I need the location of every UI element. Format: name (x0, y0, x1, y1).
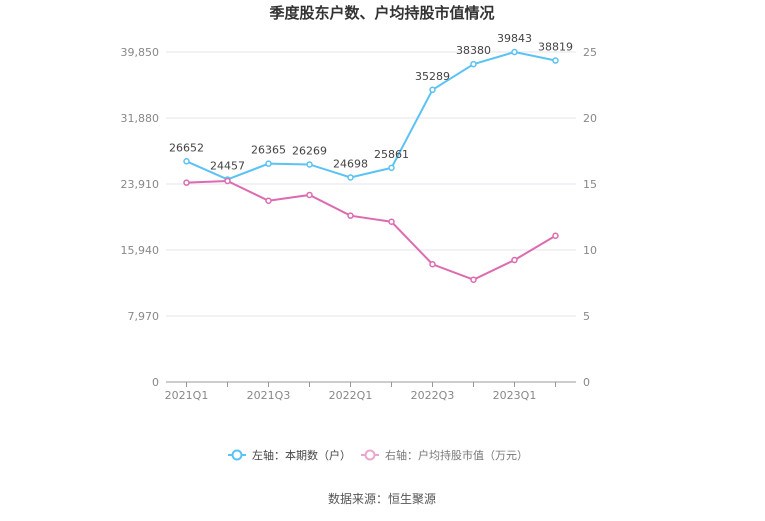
data-point (552, 57, 559, 64)
data-label: 38819 (538, 41, 573, 54)
legend-label-right: 右轴：户均持股市值（万元） (385, 448, 528, 462)
right-axis-tick-label: 0 (583, 376, 590, 389)
data-label: 24698 (333, 157, 368, 170)
left-axis-tick-label: 0 (152, 376, 159, 389)
left-axis-tick-label: 15,940 (121, 244, 160, 257)
right-axis-tick-label: 5 (583, 310, 590, 323)
data-label: 39843 (497, 32, 532, 45)
left-axis-tick-label: 39,850 (121, 46, 160, 59)
chart-title: 季度股东户数、户均持股市值情况 (269, 4, 494, 22)
left-axis-tick-label: 7,970 (128, 310, 160, 323)
left-axis-tick-label: 23,910 (121, 178, 160, 191)
data-point (306, 191, 313, 199)
data-point (470, 276, 477, 283)
data-label: 38380 (456, 44, 491, 57)
data-label: 25861 (374, 148, 409, 161)
right-axis-tick-label: 25 (583, 46, 597, 59)
data-point (388, 218, 395, 226)
x-axis-tick-label: 2022Q3 (411, 389, 455, 402)
data-point (183, 179, 190, 186)
data-point (265, 160, 272, 167)
data-label: 26365 (251, 144, 286, 157)
series-line-0 (186, 51, 556, 181)
data-point (470, 60, 477, 68)
series: 26652 24457 26365 26269 24698 25861 35289 38380… (169, 32, 573, 283)
legend-item-right[interactable]: 右轴：户均持股市值（万元） (361, 448, 528, 462)
data-label: 24457 (210, 159, 245, 172)
legend: 左轴：本期数（户） 右轴：户均持股市值（万元） (228, 448, 528, 462)
data-label: 26269 (292, 144, 327, 157)
right-axis-tick-label: 15 (583, 178, 597, 191)
x-axis-tick-label: 2022Q1 (329, 389, 373, 402)
source-note: 数据来源：恒生聚源 (328, 491, 436, 506)
data-point (347, 174, 354, 181)
data-point (511, 48, 518, 56)
right-axis-tick-label: 20 (583, 112, 597, 125)
x-axis-tick-label: 2021Q3 (247, 389, 291, 402)
data-point (511, 256, 518, 264)
data-point (347, 212, 354, 219)
x-axis-tick-label: 2021Q1 (165, 389, 209, 402)
data-label: 35289 (415, 70, 450, 83)
data-point (306, 161, 313, 168)
right-axis-tick-label: 10 (583, 244, 597, 257)
legend-label-left: 左轴：本期数（户） (252, 448, 351, 462)
data-point (183, 158, 190, 165)
data-point (429, 261, 436, 268)
legend-item-left[interactable]: 左轴：本期数（户） (228, 448, 351, 462)
data-point (265, 197, 272, 205)
data-point (224, 177, 231, 185)
data-point (429, 86, 436, 94)
data-point (552, 232, 559, 239)
x-axis-tick-label: 2023Q1 (493, 389, 537, 402)
data-label: 26652 (169, 141, 204, 154)
left-axis-tick-label: 31,880 (121, 112, 160, 125)
axes: 0 7,970 15,940 23,910 31,880 39,850 0 5 10 15 20 25… (121, 46, 598, 402)
series-line-1 (186, 179, 557, 281)
data-point (388, 164, 395, 172)
